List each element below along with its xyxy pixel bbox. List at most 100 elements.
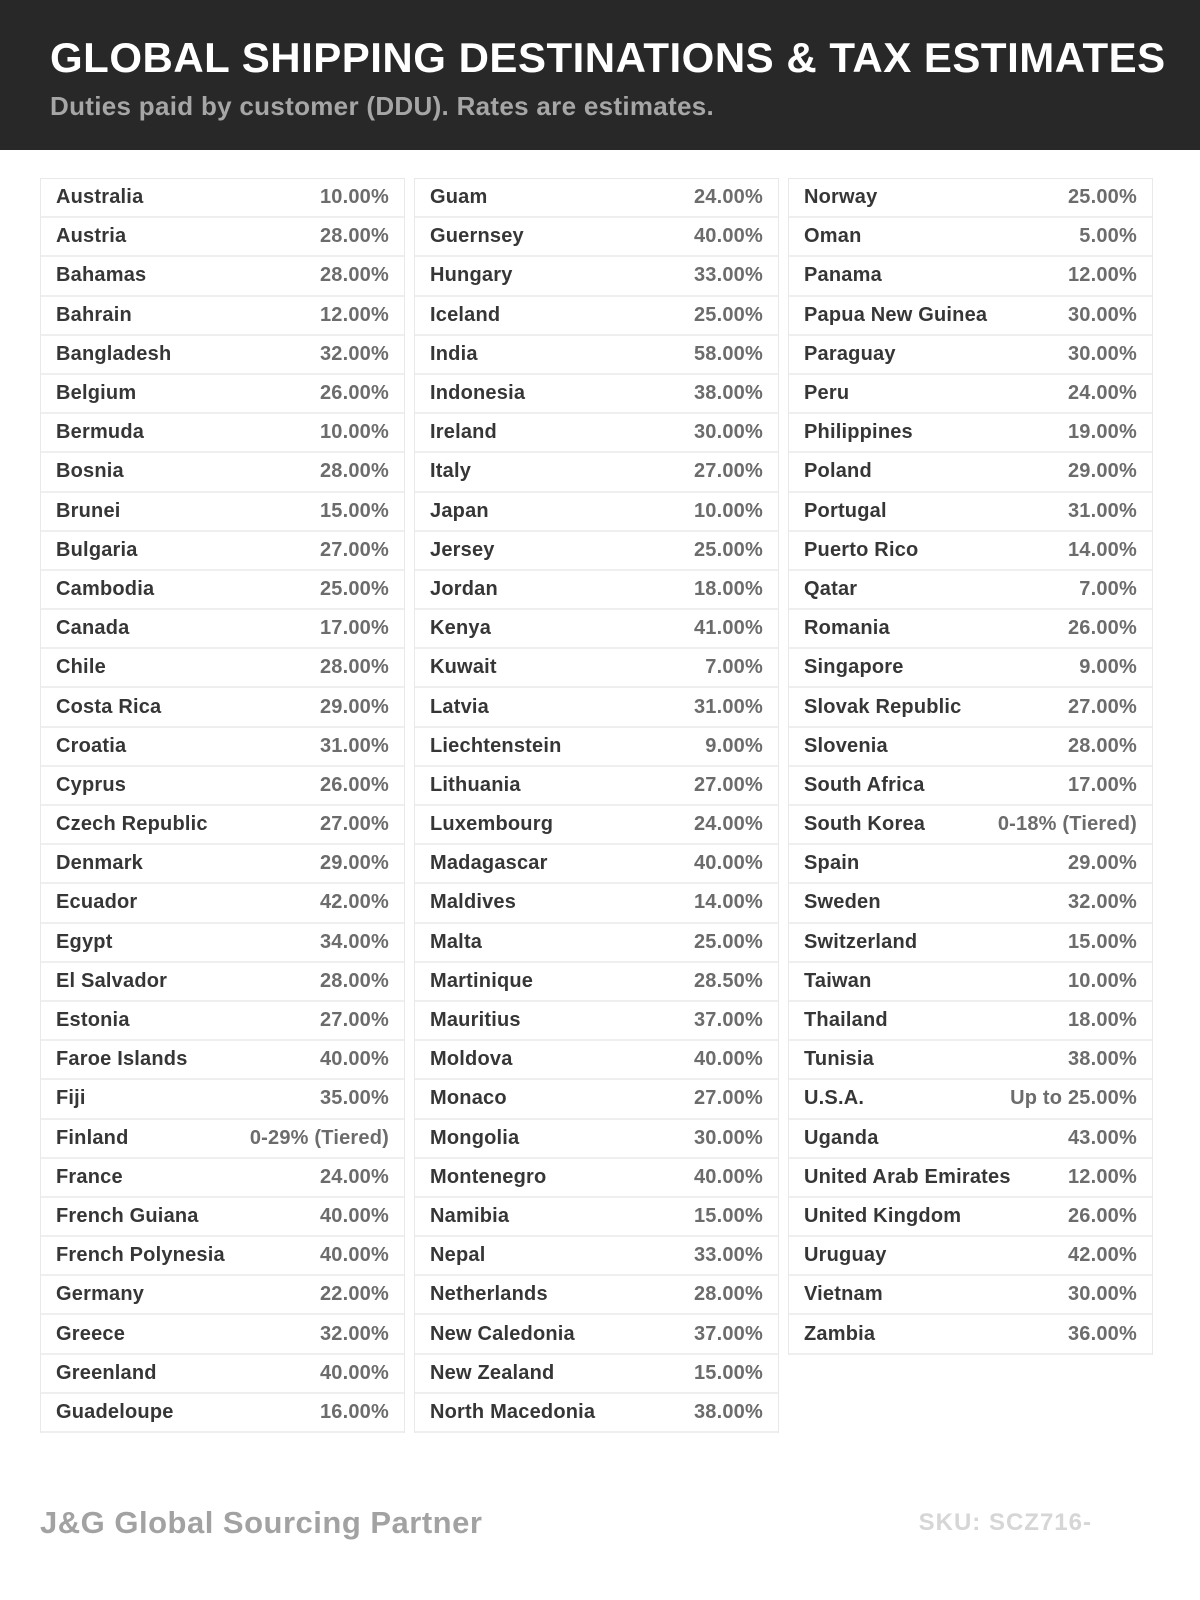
- country-name: Belgium: [56, 382, 137, 405]
- country-name: Uganda: [804, 1126, 879, 1149]
- tax-rate: 38.00%: [693, 1400, 763, 1423]
- tax-rate: 7.00%: [705, 656, 763, 679]
- table-row: Fiji 35.00%: [41, 1080, 404, 1120]
- country-name: Norway: [804, 186, 878, 209]
- tax-rate: 5.00%: [1079, 225, 1137, 248]
- tax-rate: 27.00%: [693, 773, 763, 796]
- tax-rate: 16.00%: [319, 1400, 389, 1423]
- tax-rate: 37.00%: [693, 1322, 763, 1345]
- country-name: El Salvador: [56, 969, 168, 992]
- sku-label: SKU: SCZ716-: [918, 1509, 1092, 1536]
- country-name: Costa Rica: [56, 695, 162, 718]
- country-name: Denmark: [56, 852, 143, 875]
- country-name: Papua New Guinea: [804, 303, 988, 326]
- table-row: United Kingdom 26.00%: [789, 1197, 1152, 1238]
- table-row: Papua New Guinea 30.00%: [789, 296, 1152, 336]
- country-name: Spain: [804, 852, 860, 875]
- country-name: Montenegro: [430, 1165, 547, 1188]
- country-name: Indonesia: [430, 382, 526, 405]
- country-name: Kenya: [430, 617, 492, 640]
- tax-rate: 37.00%: [693, 1009, 763, 1032]
- country-name: Latvia: [430, 695, 490, 718]
- table-row: Netherlands 28.00%: [415, 1276, 778, 1316]
- country-name: Ecuador: [56, 891, 138, 914]
- page-subtitle: Duties paid by customer (DDU). Rates are…: [50, 91, 715, 121]
- country-name: Mongolia: [430, 1126, 520, 1149]
- country-name: French Guiana: [56, 1204, 199, 1227]
- table-row: Tunisia 38.00%: [789, 1041, 1152, 1081]
- table-row: Guadeloupe 16.00%: [41, 1393, 404, 1433]
- table-row: Portugal 31.00%: [789, 492, 1152, 532]
- tax-rate: 10.00%: [319, 186, 389, 209]
- table-row: Bahamas 28.00%: [41, 257, 404, 297]
- country-name: Netherlands: [430, 1283, 548, 1306]
- tax-rate: 28.00%: [319, 225, 389, 248]
- country-name: Singapore: [804, 656, 904, 679]
- country-name: Guam: [430, 186, 488, 209]
- country-name: Zambia: [804, 1322, 876, 1345]
- table-row: Oman 5.00%: [789, 218, 1152, 258]
- tax-rate: 27.00%: [1067, 695, 1137, 718]
- tax-rate: 30.00%: [1067, 1283, 1137, 1306]
- tax-rate: 32.00%: [319, 1322, 389, 1345]
- tax-rate: 27.00%: [693, 460, 763, 483]
- tax-rate: 33.00%: [693, 264, 763, 287]
- table-row: Maldives 14.00%: [415, 884, 778, 924]
- table-row: New Caledonia 37.00%: [415, 1315, 778, 1355]
- table-row: Malta 25.00%: [415, 923, 778, 963]
- tax-rate: 25.00%: [319, 577, 389, 600]
- country-name: Cambodia: [56, 577, 155, 600]
- tax-rate: 0-29% (Tiered): [249, 1126, 389, 1149]
- tax-rate: 32.00%: [1067, 891, 1137, 914]
- tax-rate: 30.00%: [1067, 303, 1137, 326]
- country-name: Australia: [56, 186, 144, 209]
- tax-rate: 26.00%: [1067, 617, 1137, 640]
- table-row: Chile 28.00%: [41, 649, 404, 689]
- tax-rate: 41.00%: [693, 617, 763, 640]
- table-row: Japan 10.00%: [415, 492, 778, 532]
- tax-rate: 33.00%: [693, 1244, 763, 1267]
- table-row: Philippines 19.00%: [789, 414, 1152, 454]
- table-row: Ecuador 42.00%: [41, 884, 404, 924]
- table-row: Austria 28.00%: [41, 218, 404, 258]
- country-name: Taiwan: [804, 969, 872, 992]
- tax-rate: 24.00%: [693, 186, 763, 209]
- tax-rate: 10.00%: [1067, 969, 1137, 992]
- table-row: Czech Republic 27.00%: [41, 806, 404, 846]
- country-name: Liechtenstein: [430, 734, 562, 757]
- tax-rate: 40.00%: [693, 1165, 763, 1188]
- table-row: Qatar 7.00%: [789, 570, 1152, 611]
- table-row: Thailand 18.00%: [789, 1001, 1152, 1042]
- country-name: Portugal: [804, 499, 887, 522]
- country-name: Chile: [56, 656, 106, 679]
- table-row: Namibia 15.00%: [415, 1197, 778, 1238]
- country-name: Egypt: [56, 930, 113, 953]
- table-row: New Zealand 15.00%: [415, 1354, 778, 1394]
- table-row: Bermuda 10.00%: [41, 414, 404, 454]
- tax-rate: 24.00%: [319, 1165, 389, 1188]
- country-name: Finland: [56, 1126, 129, 1149]
- table-row: North Macedonia 38.00%: [415, 1393, 778, 1433]
- tax-rate: 10.00%: [319, 421, 389, 444]
- tax-rate: 40.00%: [693, 1048, 763, 1071]
- table-row: Belgium 26.00%: [41, 374, 404, 415]
- table-row: Norway 25.00%: [789, 179, 1152, 219]
- tax-rate: 29.00%: [319, 695, 389, 718]
- table-row: Slovenia 28.00%: [789, 727, 1152, 767]
- tax-rate: 31.00%: [693, 695, 763, 718]
- country-name: Italy: [430, 460, 472, 483]
- tax-rate: 28.00%: [319, 460, 389, 483]
- table-row: U.S.A. Up to 25.00%: [789, 1080, 1152, 1120]
- tax-rate: 40.00%: [319, 1244, 389, 1267]
- tax-rate: 18.00%: [1067, 1009, 1137, 1032]
- tax-rate: 9.00%: [1079, 656, 1137, 679]
- country-name: Germany: [56, 1283, 145, 1306]
- country-name: Japan: [430, 499, 489, 522]
- rates-column-1: Australia 10.00% Austria 28.00% Bahamas 28.00…: [40, 178, 405, 1433]
- tax-rate: 28.00%: [693, 1283, 763, 1306]
- table-row: Hungary 33.00%: [415, 257, 778, 297]
- country-name: Puerto Rico: [804, 538, 919, 561]
- table-row: Puerto Rico 14.00%: [789, 531, 1152, 571]
- table-row: Madagascar 40.00%: [415, 845, 778, 885]
- tax-rate: 12.00%: [1067, 1165, 1137, 1188]
